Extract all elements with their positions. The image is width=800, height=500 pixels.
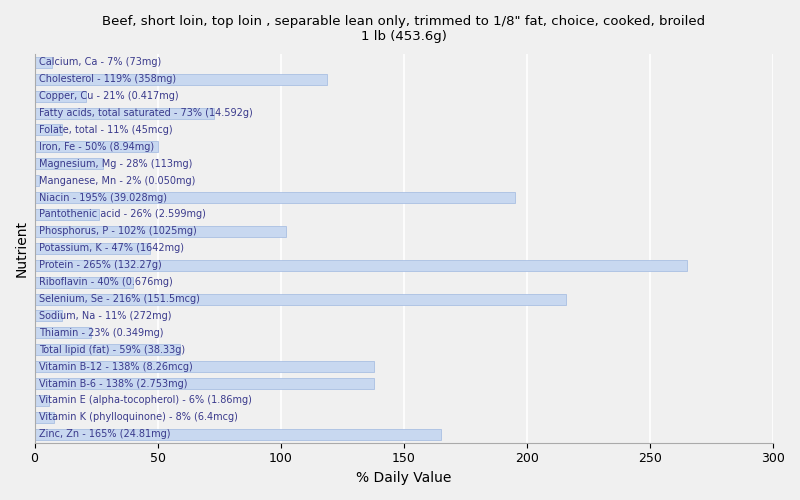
Text: Folate, total - 11% (45mcg): Folate, total - 11% (45mcg) xyxy=(39,125,173,135)
Text: Fatty acids, total saturated - 73% (14.592g): Fatty acids, total saturated - 73% (14.5… xyxy=(39,108,254,118)
Bar xyxy=(34,310,62,322)
Bar xyxy=(34,361,374,372)
Bar xyxy=(34,328,91,338)
Text: Vitamin E (alpha-tocopherol) - 6% (1.86mg): Vitamin E (alpha-tocopherol) - 6% (1.86m… xyxy=(39,396,252,406)
Text: Phosphorus, P - 102% (1025mg): Phosphorus, P - 102% (1025mg) xyxy=(39,226,198,236)
Bar xyxy=(34,108,214,118)
Bar xyxy=(34,226,286,237)
Bar xyxy=(34,158,103,170)
Text: Cholesterol - 119% (358mg): Cholesterol - 119% (358mg) xyxy=(39,74,177,84)
Text: Riboflavin - 40% (0.676mg): Riboflavin - 40% (0.676mg) xyxy=(39,277,174,287)
Bar xyxy=(34,412,54,423)
Text: Selenium, Se - 216% (151.5mcg): Selenium, Se - 216% (151.5mcg) xyxy=(39,294,200,304)
Text: Copper, Cu - 21% (0.417mg): Copper, Cu - 21% (0.417mg) xyxy=(39,91,179,101)
Text: Potassium, K - 47% (1642mg): Potassium, K - 47% (1642mg) xyxy=(39,244,185,254)
Bar xyxy=(34,57,52,68)
Bar xyxy=(34,344,180,355)
Bar xyxy=(34,395,50,406)
Text: Pantothenic acid - 26% (2.599mg): Pantothenic acid - 26% (2.599mg) xyxy=(39,210,206,220)
Text: Iron, Fe - 50% (8.94mg): Iron, Fe - 50% (8.94mg) xyxy=(39,142,154,152)
Text: Zinc, Zn - 165% (24.81mg): Zinc, Zn - 165% (24.81mg) xyxy=(39,430,171,440)
Text: Magnesium, Mg - 28% (113mg): Magnesium, Mg - 28% (113mg) xyxy=(39,159,193,169)
Bar xyxy=(34,90,86,102)
Text: Thiamin - 23% (0.349mg): Thiamin - 23% (0.349mg) xyxy=(39,328,164,338)
Text: Niacin - 195% (39.028mg): Niacin - 195% (39.028mg) xyxy=(39,192,167,202)
Bar xyxy=(34,243,150,254)
Bar xyxy=(34,294,566,304)
Bar xyxy=(34,124,62,136)
Y-axis label: Nutrient: Nutrient xyxy=(15,220,29,277)
Bar xyxy=(34,260,687,270)
Title: Beef, short loin, top loin , separable lean only, trimmed to 1/8" fat, choice, c: Beef, short loin, top loin , separable l… xyxy=(102,15,706,43)
Text: Manganese, Mn - 2% (0.050mg): Manganese, Mn - 2% (0.050mg) xyxy=(39,176,196,186)
Text: Sodium, Na - 11% (272mg): Sodium, Na - 11% (272mg) xyxy=(39,311,172,321)
Text: Total lipid (fat) - 59% (38.33g): Total lipid (fat) - 59% (38.33g) xyxy=(39,344,186,354)
Bar xyxy=(34,429,441,440)
Text: Vitamin K (phylloquinone) - 8% (6.4mcg): Vitamin K (phylloquinone) - 8% (6.4mcg) xyxy=(39,412,238,422)
Text: Vitamin B-6 - 138% (2.753mg): Vitamin B-6 - 138% (2.753mg) xyxy=(39,378,188,388)
Bar xyxy=(34,192,514,203)
Bar xyxy=(34,142,158,152)
Text: Protein - 265% (132.27g): Protein - 265% (132.27g) xyxy=(39,260,162,270)
Text: Vitamin B-12 - 138% (8.26mcg): Vitamin B-12 - 138% (8.26mcg) xyxy=(39,362,194,372)
X-axis label: % Daily Value: % Daily Value xyxy=(356,471,451,485)
Bar xyxy=(34,74,327,85)
Bar xyxy=(34,175,39,186)
Bar xyxy=(34,209,98,220)
Bar xyxy=(34,378,374,389)
Text: Calcium, Ca - 7% (73mg): Calcium, Ca - 7% (73mg) xyxy=(39,58,162,68)
Bar xyxy=(34,276,133,287)
